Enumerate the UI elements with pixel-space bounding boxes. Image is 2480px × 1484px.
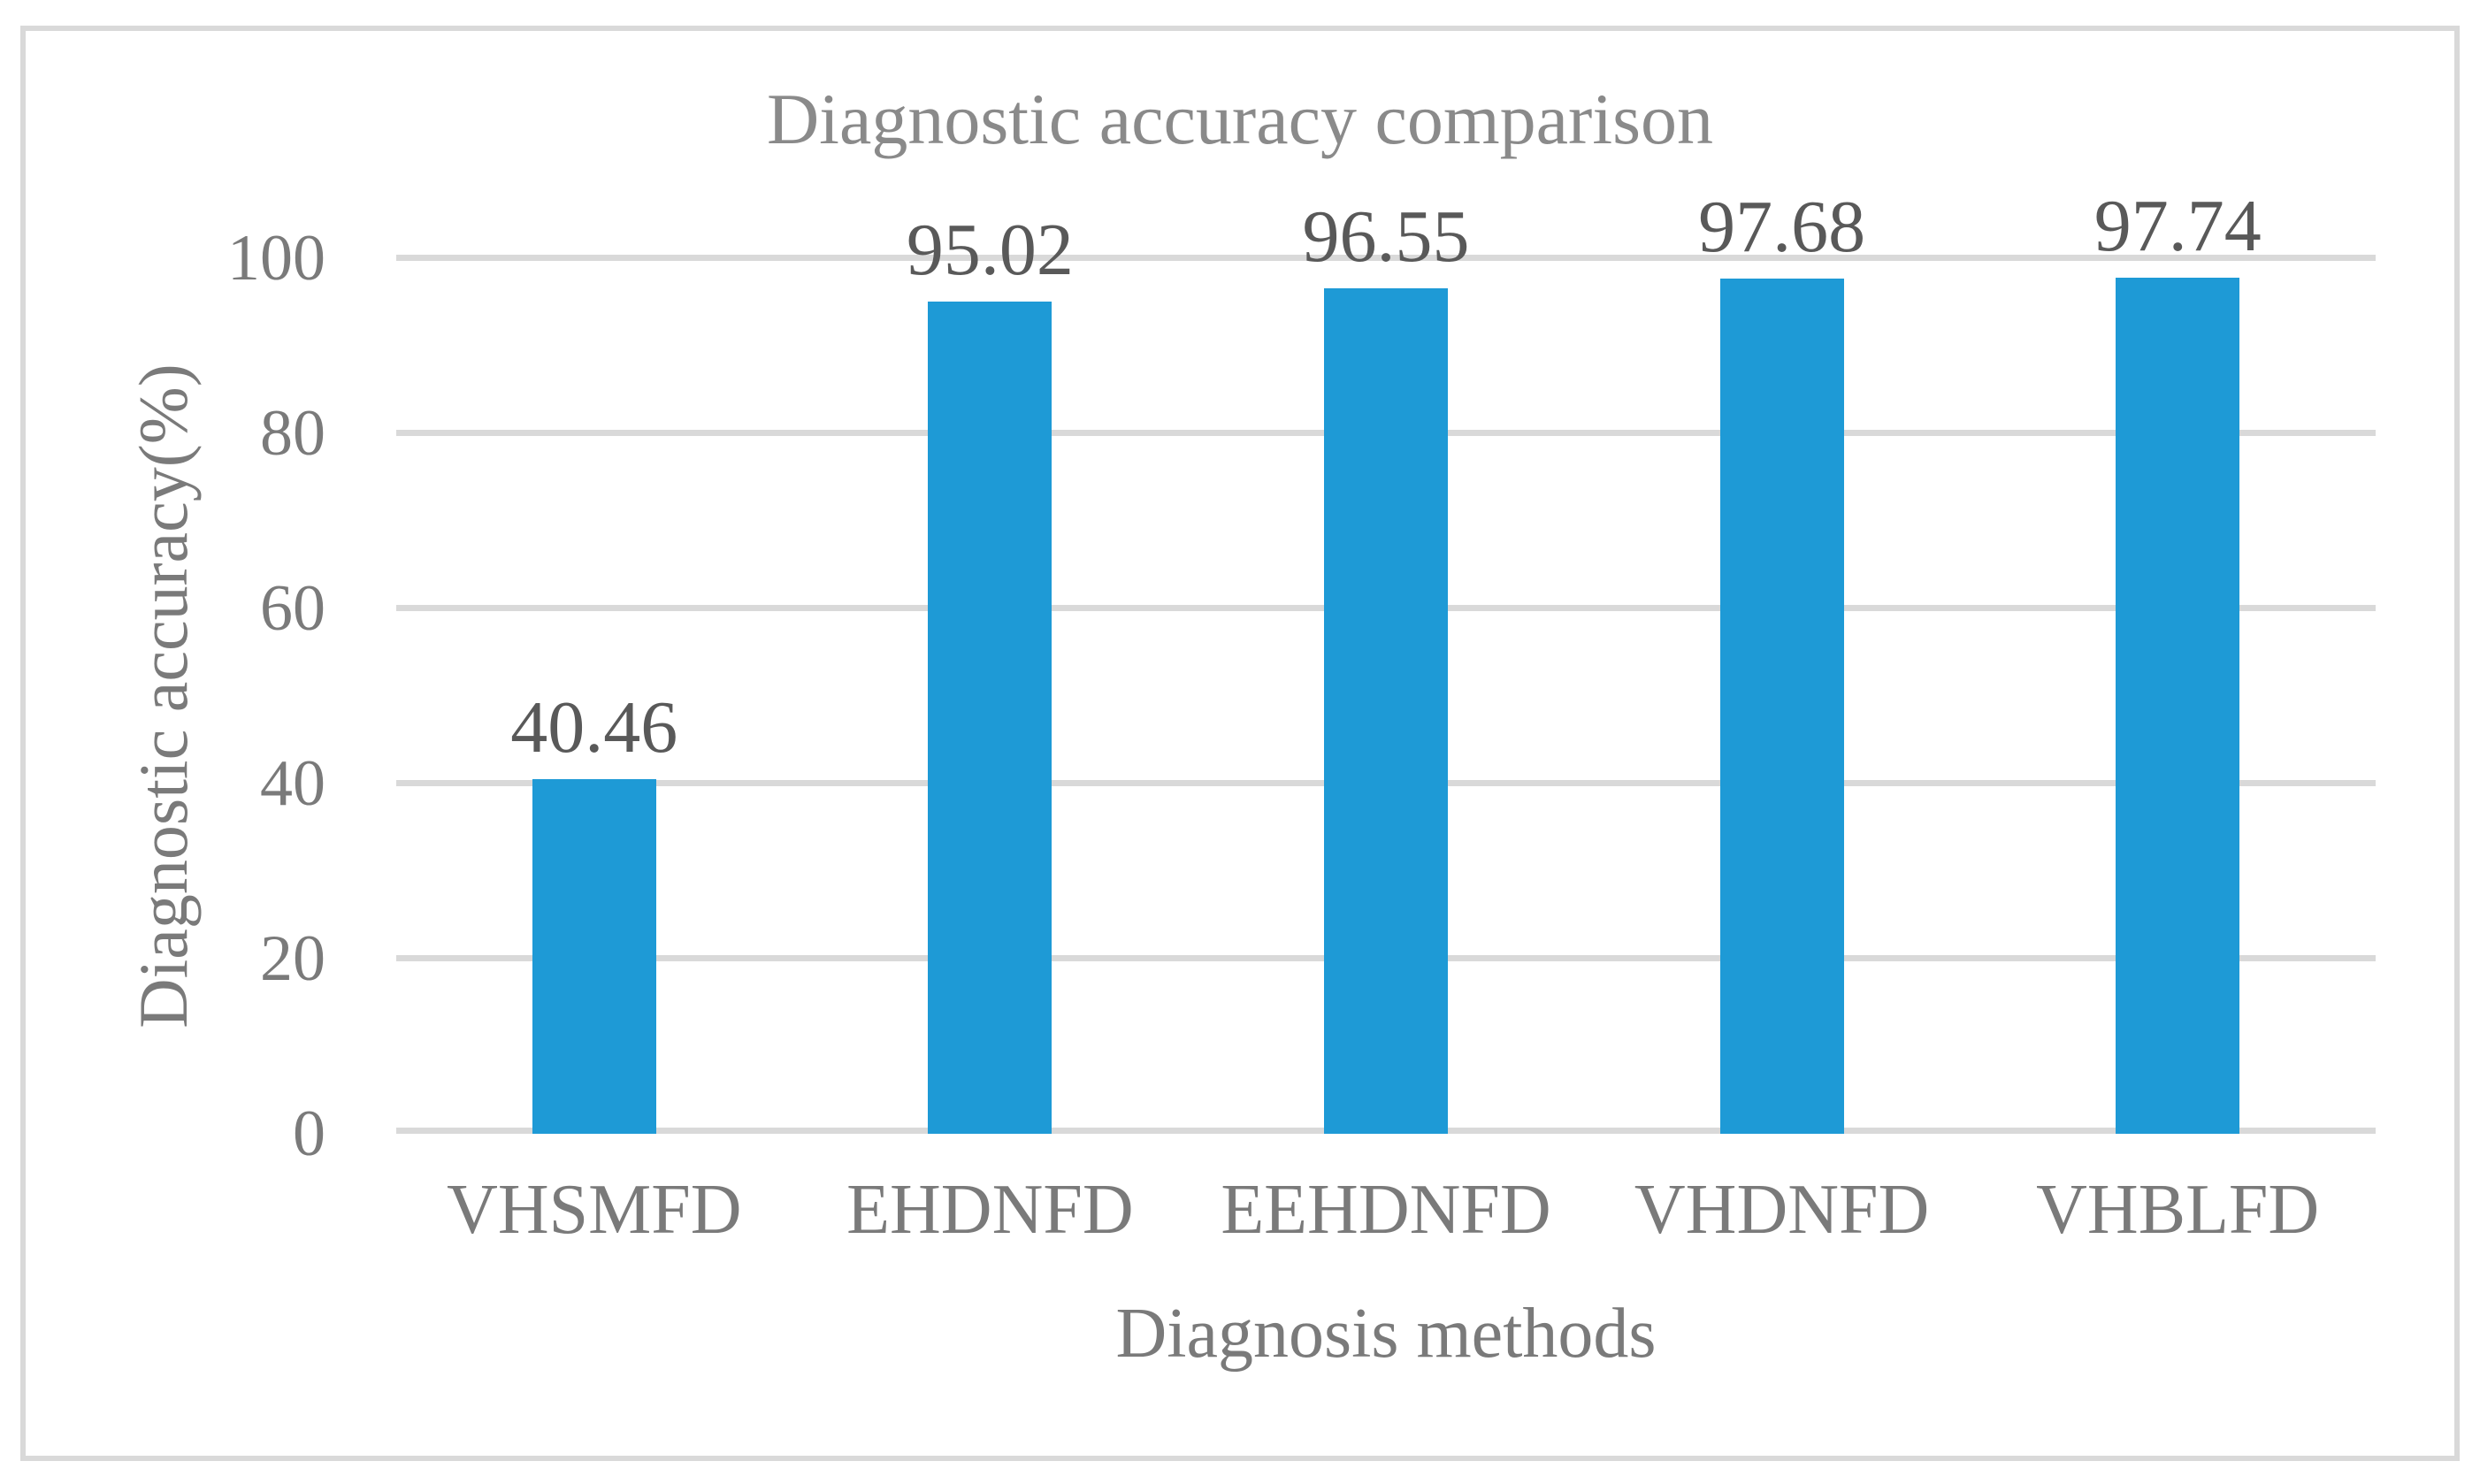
bar-VHBLFD: [2116, 278, 2240, 1134]
y-tick-label: 0: [293, 1098, 325, 1170]
x-tick-label: VHSMFD: [447, 1171, 742, 1249]
y-tick-label: 60: [260, 572, 325, 645]
plot-area: 0 20 40 60 80 100 40.46 VHSMFD 95.02 EHDNFD 96.55 E…: [227, 189, 2376, 1245]
bar-VHSMFD: [532, 779, 656, 1134]
y-tick-label: 80: [260, 397, 325, 470]
x-tick-label: VHDNFD: [1634, 1171, 1930, 1249]
bar-value-label: 97.68: [1698, 185, 1866, 268]
y-tick-label: 40: [260, 747, 325, 820]
x-tick-label: VHBLFD: [2036, 1171, 2320, 1249]
bar-VHDNFD: [1719, 278, 1844, 1134]
gridline: [396, 255, 2376, 261]
x-axis-title: Diagnosis methods: [1115, 1295, 1657, 1373]
bar-value-label: 95.02: [906, 209, 1074, 292]
x-tick-label: EHDNFD: [846, 1171, 1134, 1249]
bar-value-label: 40.46: [510, 686, 678, 769]
chart-title: Diagnostic accuracy comparison: [766, 79, 1714, 159]
y-axis-title: Diagnostic accuracy(%): [125, 363, 202, 1029]
bar-value-label: 97.74: [2093, 185, 2262, 268]
chart-border: [20, 26, 2460, 1461]
y-tick-label: 100: [227, 222, 325, 295]
bar-value-label: 96.55: [1302, 195, 1470, 279]
y-tick-label: 20: [260, 922, 325, 995]
bar-EEHDNFD: [1324, 288, 1448, 1134]
bar-EHDNFD: [928, 302, 1052, 1134]
x-tick-label: EEHDNFD: [1221, 1171, 1551, 1249]
